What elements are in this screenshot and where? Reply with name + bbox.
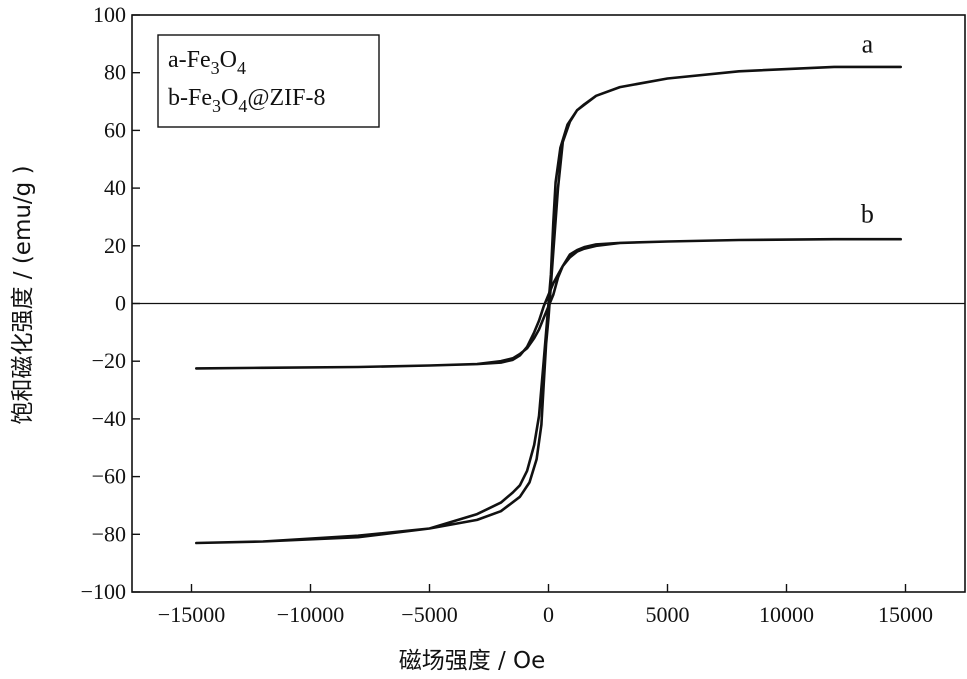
plot-layer: ab <box>195 30 903 545</box>
y-tick-label: 0 <box>115 291 126 316</box>
y-tick-label: −60 <box>92 464 126 489</box>
y-tick-label: −20 <box>92 348 126 373</box>
y-tick-label: −40 <box>92 406 126 431</box>
y-axis-label: 饱和磁化强度 / (emu/g ) <box>10 165 36 424</box>
y-tick-label: −100 <box>81 579 126 604</box>
x-tick-label: 0 <box>543 602 554 627</box>
legend-prefix: b-Fe <box>168 85 212 111</box>
y-tick-label: 20 <box>104 233 126 258</box>
legend-entry: b-Fe3O4@ZIF-8 <box>168 85 325 116</box>
x-tick-label: 5000 <box>646 602 690 627</box>
y-tick-label: 100 <box>93 2 126 27</box>
legend-mid: O <box>220 47 237 73</box>
x-tick-label: 15000 <box>878 602 933 627</box>
legend-sub2: 4 <box>238 96 247 116</box>
legend-suffix: @ZIF-8 <box>247 85 325 111</box>
legend-prefix: a-Fe <box>168 47 211 73</box>
legend-box <box>157 34 380 128</box>
y-tick-label: −80 <box>92 521 126 546</box>
x-axis-label: 磁场强度 / Oe <box>399 648 546 674</box>
y-tick-label: 60 <box>104 117 126 142</box>
x-tick-label: −15000 <box>158 602 225 627</box>
legend-sub1: 3 <box>211 58 220 78</box>
legend-sub1: 3 <box>212 96 221 116</box>
curve-label-a: a <box>862 30 874 59</box>
legend-mid: O <box>221 85 238 111</box>
legend-sub2: 4 <box>237 58 246 78</box>
y-tick-label: 40 <box>104 175 126 200</box>
series-line-b <box>195 237 903 370</box>
x-tick-label: −5000 <box>401 602 457 627</box>
y-tick-label: 80 <box>104 60 126 85</box>
series-line-a <box>195 65 903 545</box>
label-layer: 磁场强度 / Oe 饱和磁化强度 / (emu/g ) <box>10 165 545 674</box>
legend-entry: a-Fe3O4 <box>168 47 246 78</box>
curve-label-b: b <box>861 200 874 229</box>
x-tick-label: −10000 <box>277 602 344 627</box>
x-tick-label: 10000 <box>759 602 814 627</box>
